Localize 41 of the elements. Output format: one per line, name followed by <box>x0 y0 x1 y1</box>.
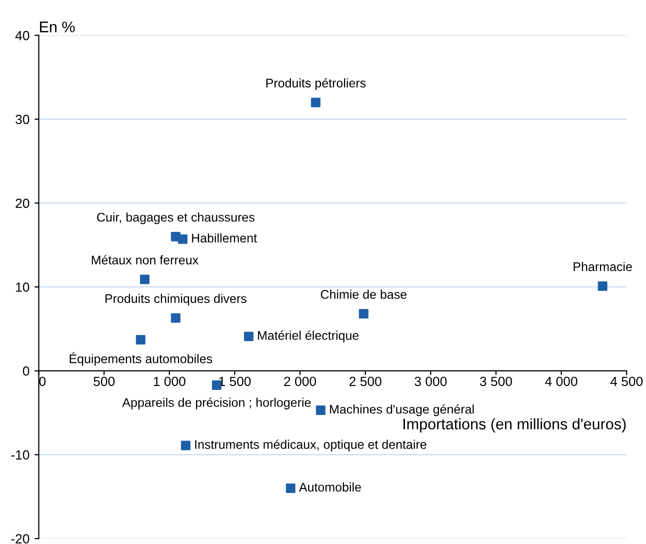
point <box>140 274 150 284</box>
annotation: Chimie de base <box>320 290 407 299</box>
y-axis-title: En % <box>40 22 75 32</box>
point <box>244 332 254 342</box>
point <box>598 281 608 291</box>
y-tick-label: -20 <box>11 534 30 544</box>
x-tick-label: 4 000 <box>545 376 578 386</box>
annotation: Pharmacie <box>574 262 632 272</box>
y-tick-label: -10 <box>11 450 30 460</box>
y-tick-label: 30 <box>16 114 30 124</box>
x-tick-label: 3 500 <box>480 376 512 386</box>
point <box>170 313 180 323</box>
point <box>136 335 146 345</box>
annotation: Machines d'usage général <box>330 404 474 416</box>
annotation: Automobile <box>298 482 361 492</box>
y-tick-label: 20 <box>16 198 30 208</box>
x-axis-title: Importations (en millions d'euros) <box>404 418 626 432</box>
x-tick-label: 4 500 <box>610 376 643 386</box>
x-tick-label: 500 <box>94 376 115 386</box>
annotation: Habillement <box>192 233 257 243</box>
annotation: Équipements automobiles <box>70 352 212 366</box>
y-tick-label: 0 <box>22 366 30 376</box>
point <box>310 98 320 108</box>
y-tick-label: 40 <box>15 30 30 40</box>
x-tick-label: 1 000 <box>154 376 186 386</box>
x-tick-label: 2 000 <box>284 376 316 386</box>
annotation: Métaux non ferreux <box>92 255 198 264</box>
point <box>180 440 190 450</box>
annotation: Cuir, bagages et chaussures <box>97 212 254 224</box>
annotation: Appareils de précision ; horlogerie <box>122 398 311 410</box>
annotation: Instruments médicaux, optique et dentaire <box>195 440 426 452</box>
point <box>358 309 368 319</box>
point <box>316 406 326 415</box>
annotation: Produits chimiques divers <box>105 294 246 306</box>
x-tick-label: 2 500 <box>350 376 382 386</box>
annotation: Matériel électrique <box>258 330 359 342</box>
x-tick-label: 3 000 <box>414 376 447 386</box>
y-tick-label: 10 <box>16 282 30 292</box>
point <box>178 234 188 244</box>
point <box>286 483 296 493</box>
annotation: Produits pétroliers <box>266 78 366 90</box>
